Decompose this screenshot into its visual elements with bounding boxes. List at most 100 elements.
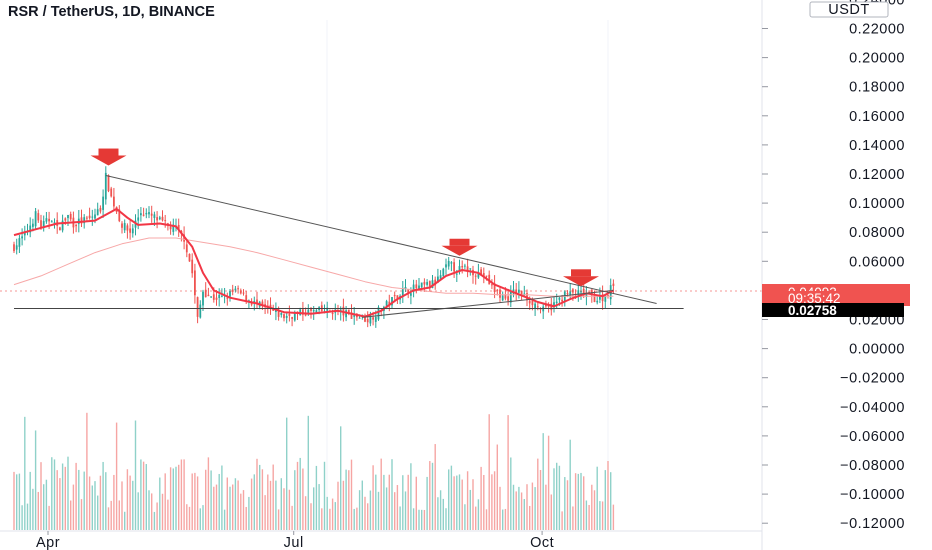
candle-body [302, 309, 304, 315]
candle [207, 287, 210, 297]
volume-bar [234, 478, 237, 530]
arrow-head [563, 276, 599, 287]
candle [426, 279, 428, 287]
volume-bar [18, 473, 21, 530]
candle-body [304, 314, 307, 316]
candle-body [518, 289, 520, 293]
candle-body [477, 272, 480, 278]
volume-bar [107, 507, 110, 530]
volume-bar [472, 479, 474, 530]
candle [113, 187, 115, 211]
candle-body [23, 231, 26, 236]
drawings[interactable] [0, 148, 762, 318]
candle [29, 217, 32, 238]
candle-body [42, 221, 45, 228]
candle-body [491, 284, 493, 286]
candle-body [599, 295, 601, 300]
volume-bar [221, 465, 223, 530]
candle-body [48, 218, 50, 222]
candle-body [412, 284, 415, 292]
volume-bar [88, 476, 91, 530]
volume-bar [80, 499, 83, 530]
candle-body [353, 315, 356, 317]
candle-body [199, 304, 202, 318]
candle [218, 288, 221, 307]
arrow-head [90, 155, 127, 166]
candle [304, 307, 307, 317]
volume-bar [561, 511, 563, 530]
candle-body [345, 310, 347, 318]
candle [110, 186, 113, 198]
candle-body [67, 214, 69, 219]
candle-body [131, 228, 134, 234]
volume-bar [26, 503, 29, 530]
volume-bar [577, 473, 579, 530]
time-tick-label: Apr [36, 535, 60, 550]
volume-bar [323, 461, 326, 530]
volume-bar [13, 471, 15, 530]
volume-bar [310, 503, 312, 530]
volume-bar [226, 477, 228, 530]
time-axis[interactable]: Apr Jul Oct [36, 531, 554, 550]
volume-bar [218, 473, 220, 530]
volume-bar [315, 465, 318, 530]
volume-bar [394, 492, 396, 530]
volume-bar [475, 506, 477, 530]
volume-bar [56, 470, 58, 530]
down-arrow-icon [90, 148, 127, 166]
volume-bar [488, 414, 490, 530]
candle [237, 285, 239, 294]
price-axis[interactable]: 0.240000.220000.200000.180000.160000.140… [762, 0, 905, 532]
volume-bar [142, 461, 145, 530]
volume-bar [288, 489, 291, 530]
candle [99, 205, 102, 214]
candle [450, 261, 453, 272]
candle-body [499, 289, 501, 298]
candle-body [507, 296, 509, 301]
candle-body [307, 309, 310, 315]
candle [601, 285, 604, 310]
candle-body [350, 312, 353, 319]
unit-label-box [809, 1, 889, 18]
volume-bar [188, 506, 191, 530]
candle-body [237, 288, 239, 290]
candle [477, 263, 480, 279]
fast-moving-average [13, 207, 614, 318]
candle-body [612, 283, 615, 286]
volume-bar [499, 486, 501, 530]
volume-bar [610, 472, 612, 530]
candle [518, 281, 520, 299]
volume-bar [461, 479, 463, 530]
candle [175, 218, 177, 232]
candle-body [358, 317, 361, 319]
candle-body [161, 216, 164, 221]
volume-bar [353, 508, 355, 530]
candle-body [464, 265, 466, 267]
candle-body [482, 273, 485, 277]
volume-bar [205, 469, 207, 530]
candle-body [520, 290, 523, 296]
volume-bar [545, 484, 547, 530]
volume-bar [91, 485, 93, 530]
candle [404, 279, 407, 292]
candle-body [83, 217, 86, 224]
unit-label: USDT [828, 2, 869, 18]
candle-body [137, 217, 140, 221]
volume-bar [456, 475, 458, 530]
candle [412, 279, 415, 298]
candle-body [191, 259, 194, 274]
candle-body [366, 318, 369, 323]
candle-body [439, 275, 442, 279]
candle [164, 214, 167, 228]
volume-bar [350, 459, 353, 530]
volume-bar [493, 471, 496, 530]
volume-bar [372, 465, 374, 530]
candle-body [34, 211, 37, 227]
volume-bar [512, 484, 515, 530]
candle [542, 304, 545, 320]
volume-bar [340, 426, 342, 530]
bar-countdown: 09:35:42 [788, 291, 841, 306]
candle-body [242, 292, 245, 294]
candle-body [555, 301, 558, 303]
